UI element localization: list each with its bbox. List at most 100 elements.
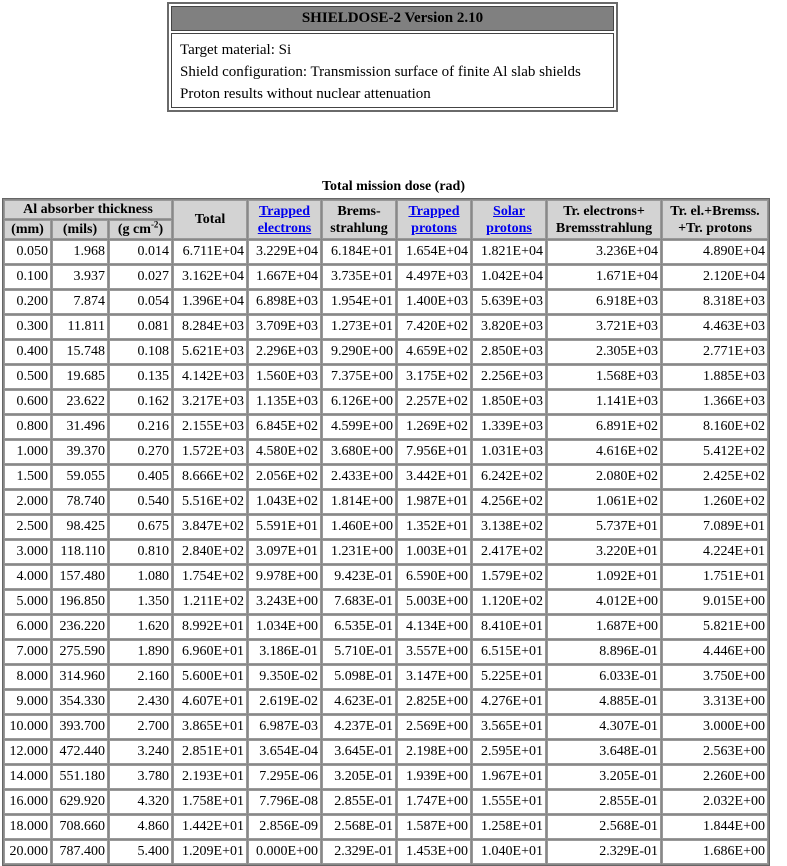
table-cell: 1.850E+03	[472, 390, 546, 414]
table-cell: 12.000	[4, 740, 51, 764]
table-cell: 4.885E-01	[547, 690, 661, 714]
col-solar-protons: Solar protons	[472, 200, 546, 239]
col-tr-el-brems-tr-protons: Tr. el.+Bremss. +Tr. protons	[662, 200, 768, 239]
table-cell: 3.847E+02	[173, 515, 247, 539]
table-cell: 1.814E+00	[322, 490, 396, 514]
table-cell: 4.000	[4, 565, 51, 589]
table-cell: 19.685	[52, 365, 108, 389]
table-cell: 3.240	[109, 740, 172, 764]
table-cell: 2.856E-09	[248, 815, 321, 839]
table-cell: 39.370	[52, 440, 108, 464]
table-cell: 4.224E+01	[662, 540, 768, 564]
table-cell: 2.260E+00	[662, 765, 768, 789]
table-cell: 551.180	[52, 765, 108, 789]
table-cell: 78.740	[52, 490, 108, 514]
table-cell: 2.329E-01	[322, 840, 396, 864]
table-cell: 2.771E+03	[662, 340, 768, 364]
table-cell: 1.555E+01	[472, 790, 546, 814]
table-cell: 16.000	[4, 790, 51, 814]
trapped-electrons-link[interactable]: Trapped electrons	[257, 203, 312, 236]
table-cell: 5.639E+03	[472, 290, 546, 314]
table-row: 7.000 275.590 1.890 6.960E+01 3.186E-01 5.710…	[4, 640, 768, 664]
trapped-protons-link[interactable]: Trapped protons	[408, 203, 460, 236]
table-cell: 2.296E+03	[248, 340, 321, 364]
table-cell: 2.563E+00	[662, 740, 768, 764]
table-cell: 1.273E+01	[322, 315, 396, 339]
table-row: 0.100 3.937 0.027 3.162E+04 1.667E+04 3.735E+…	[4, 265, 768, 289]
table-cell: 3.780	[109, 765, 172, 789]
program-info-box: SHIELDOSE-2 Version 2.10 Target material…	[167, 2, 618, 112]
table-cell: 10.000	[4, 715, 51, 739]
table-cell: 2.032E+00	[662, 790, 768, 814]
table-cell: 1.579E+02	[472, 565, 546, 589]
table-cell: 6.000	[4, 615, 51, 639]
table-cell: 1.686E+00	[662, 840, 768, 864]
table-cell: 18.000	[4, 815, 51, 839]
table-cell: 4.276E+01	[472, 690, 546, 714]
table-cell: 3.937	[52, 265, 108, 289]
table-cell: 1.258E+01	[472, 815, 546, 839]
table-cell: 2.256E+03	[472, 365, 546, 389]
table-cell: 7.375E+00	[322, 365, 396, 389]
table-cell: 8.666E+02	[173, 465, 247, 489]
table-row: 14.000 551.180 3.780 2.193E+01 7.295E-06 3.20…	[4, 765, 768, 789]
table-cell: 3.721E+03	[547, 315, 661, 339]
table-row: 0.800 31.496 0.216 2.155E+03 6.845E+02 4.599E…	[4, 415, 768, 439]
table-cell: 1.654E+04	[397, 240, 471, 264]
table-cell: 9.423E-01	[322, 565, 396, 589]
table-cell: 6.590E+00	[397, 565, 471, 589]
solar-protons-link[interactable]: Solar protons	[486, 203, 532, 236]
table-cell: 7.683E-01	[322, 590, 396, 614]
table-row: 6.000 236.220 1.620 8.992E+01 1.034E+00 6.535…	[4, 615, 768, 639]
table-cell: 5.003E+00	[397, 590, 471, 614]
table-cell: 4.497E+03	[397, 265, 471, 289]
table-cell: 1.135E+03	[248, 390, 321, 414]
table-cell: 0.600	[4, 390, 51, 414]
table-cell: 787.400	[52, 840, 108, 864]
table-cell: 3.229E+04	[248, 240, 321, 264]
table-cell: 3.313E+00	[662, 690, 768, 714]
table-cell: 118.110	[52, 540, 108, 564]
table-cell: 1.667E+04	[248, 265, 321, 289]
table-cell: 14.000	[4, 765, 51, 789]
table-cell: 1.269E+02	[397, 415, 471, 439]
table-cell: 4.307E-01	[547, 715, 661, 739]
table-cell: 2.619E-02	[248, 690, 321, 714]
col-trapped-protons: Trapped protons	[397, 200, 471, 239]
table-cell: 1.120E+02	[472, 590, 546, 614]
table-cell: 5.710E-01	[322, 640, 396, 664]
table-cell: 7.956E+01	[397, 440, 471, 464]
table-cell: 6.960E+01	[173, 640, 247, 664]
table-cell: 0.300	[4, 315, 51, 339]
table-cell: 1.671E+04	[547, 265, 661, 289]
table-cell: 98.425	[52, 515, 108, 539]
table-row: 2.000 78.740 0.540 5.516E+02 1.043E+02 1.814E…	[4, 490, 768, 514]
table-cell: 4.142E+03	[173, 365, 247, 389]
table-cell: 236.220	[52, 615, 108, 639]
table-cell: 1.460E+00	[322, 515, 396, 539]
table-cell: 1.844E+00	[662, 815, 768, 839]
table-row: 0.300 11.811 0.081 8.284E+03 3.709E+03 1.273E…	[4, 315, 768, 339]
table-cell: 1.954E+01	[322, 290, 396, 314]
table-cell: 1.080	[109, 565, 172, 589]
program-title: SHIELDOSE-2 Version 2.10	[171, 6, 614, 31]
table-cell: 5.098E-01	[322, 665, 396, 689]
table-cell: 1.366E+03	[662, 390, 768, 414]
table-cell: 4.134E+00	[397, 615, 471, 639]
table-cell: 8.000	[4, 665, 51, 689]
table-cell: 3.162E+04	[173, 265, 247, 289]
table-row: 1.000 39.370 0.270 1.572E+03 4.580E+02 3.680E…	[4, 440, 768, 464]
table-cell: 7.295E-06	[248, 765, 321, 789]
table-cell: 2.417E+02	[472, 540, 546, 564]
table-cell: 4.616E+02	[547, 440, 661, 464]
table-cell: 4.599E+00	[322, 415, 396, 439]
table-cell: 1.000	[4, 440, 51, 464]
table-cell: 3.217E+03	[173, 390, 247, 414]
table-cell: 3.750E+00	[662, 665, 768, 689]
table-cell: 1.754E+02	[173, 565, 247, 589]
table-cell: 8.410E+01	[472, 615, 546, 639]
table-row: 8.000 314.960 2.160 5.600E+01 9.350E-02 5.098…	[4, 665, 768, 689]
table-cell: 3.865E+01	[173, 715, 247, 739]
table-cell: 1.211E+02	[173, 590, 247, 614]
table-cell: 4.659E+02	[397, 340, 471, 364]
